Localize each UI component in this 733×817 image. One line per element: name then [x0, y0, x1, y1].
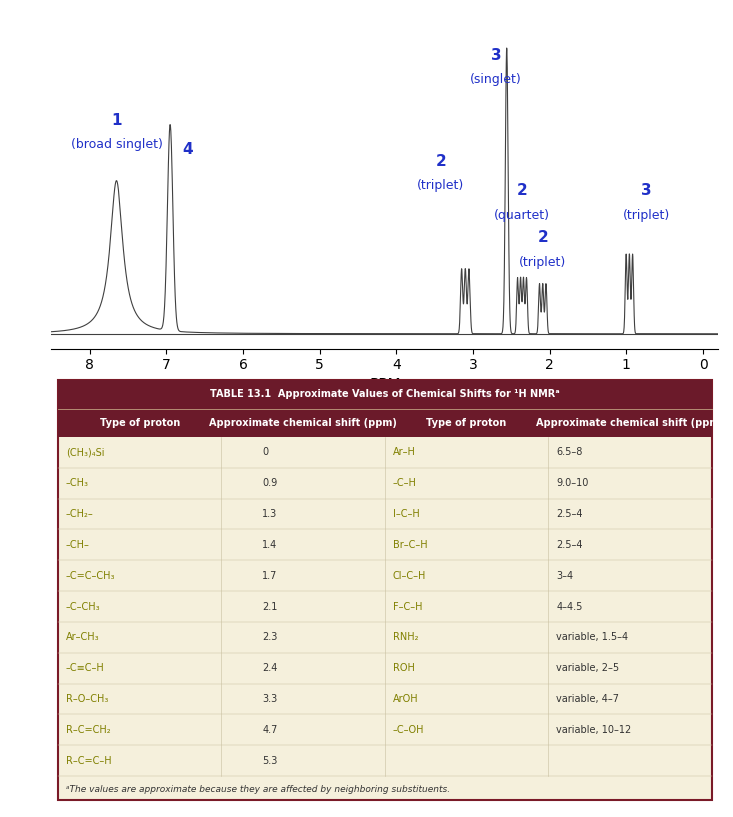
Text: 3.3: 3.3 — [262, 694, 278, 704]
Text: –C–H: –C–H — [393, 478, 416, 489]
Text: ROH: ROH — [393, 663, 415, 673]
Text: Ar–H: Ar–H — [393, 448, 416, 458]
X-axis label: PPM: PPM — [369, 377, 401, 393]
Text: TABLE 13.1  Approximate Values of Chemical Shifts for ¹H NMRᵃ: TABLE 13.1 Approximate Values of Chemica… — [210, 390, 559, 400]
Text: variable, 1.5–4: variable, 1.5–4 — [556, 632, 628, 642]
Text: RNH₂: RNH₂ — [393, 632, 419, 642]
Text: F–C–H: F–C–H — [393, 601, 422, 611]
Text: (triplet): (triplet) — [519, 256, 567, 269]
FancyBboxPatch shape — [58, 380, 712, 800]
Text: 2: 2 — [435, 154, 446, 169]
Text: (broad singlet): (broad singlet) — [70, 138, 163, 151]
Text: (quartet): (quartet) — [494, 209, 550, 222]
Text: 2: 2 — [537, 230, 548, 245]
Text: R–C=C–H: R–C=C–H — [66, 756, 111, 766]
Text: –C≡C–H: –C≡C–H — [66, 663, 105, 673]
Text: $\mathbf{C_{12}H_{17}NO}$: $\mathbf{C_{12}H_{17}NO}$ — [51, 0, 147, 2]
Text: –CH₃: –CH₃ — [66, 478, 89, 489]
Text: (triplet): (triplet) — [417, 180, 465, 193]
Text: R–C=CH₂: R–C=CH₂ — [66, 725, 111, 734]
FancyBboxPatch shape — [58, 380, 712, 437]
Text: Cl–C–H: Cl–C–H — [393, 571, 426, 581]
Text: 4–4.5: 4–4.5 — [556, 601, 583, 611]
Text: Br–C–H: Br–C–H — [393, 540, 427, 550]
Text: 2.1: 2.1 — [262, 601, 278, 611]
Text: 1.7: 1.7 — [262, 571, 278, 581]
Text: –C–CH₃: –C–CH₃ — [66, 601, 100, 611]
Text: –CH₂–: –CH₂– — [66, 509, 94, 519]
Text: variable, 10–12: variable, 10–12 — [556, 725, 632, 734]
Text: 4: 4 — [183, 142, 193, 157]
Text: 3: 3 — [490, 48, 501, 63]
Text: ᵃThe values are approximate because they are affected by neighboring substituent: ᵃThe values are approximate because they… — [66, 785, 450, 794]
Text: Ar–CH₃: Ar–CH₃ — [66, 632, 100, 642]
Text: variable, 4–7: variable, 4–7 — [556, 694, 619, 704]
Text: 4.7: 4.7 — [262, 725, 278, 734]
Text: Approximate chemical shift (ppm): Approximate chemical shift (ppm) — [209, 417, 397, 428]
Text: 1: 1 — [111, 113, 122, 127]
Text: 0.9: 0.9 — [262, 478, 278, 489]
Text: –C–OH: –C–OH — [393, 725, 424, 734]
Text: variable, 2–5: variable, 2–5 — [556, 663, 619, 673]
Text: 3–4: 3–4 — [556, 571, 573, 581]
Text: Type of proton: Type of proton — [100, 417, 180, 428]
Text: (singlet): (singlet) — [470, 74, 522, 87]
Text: 1.3: 1.3 — [262, 509, 278, 519]
Text: 0: 0 — [262, 448, 268, 458]
Text: 2.3: 2.3 — [262, 632, 278, 642]
Text: 3: 3 — [641, 183, 652, 199]
Text: 2.5–4: 2.5–4 — [556, 509, 583, 519]
Text: 2.5–4: 2.5–4 — [556, 540, 583, 550]
Text: Type of proton: Type of proton — [427, 417, 507, 428]
Text: 2.4: 2.4 — [262, 663, 278, 673]
Text: –CH–: –CH– — [66, 540, 90, 550]
Text: ArOH: ArOH — [393, 694, 419, 704]
Text: 6.5–8: 6.5–8 — [556, 448, 583, 458]
Text: –C=C–CH₃: –C=C–CH₃ — [66, 571, 116, 581]
Text: 9.0–10: 9.0–10 — [556, 478, 589, 489]
Text: (triplet): (triplet) — [622, 209, 670, 222]
Text: R–O–CH₃: R–O–CH₃ — [66, 694, 108, 704]
Text: 2: 2 — [517, 183, 528, 199]
Text: (CH₃)₄Si: (CH₃)₄Si — [66, 448, 105, 458]
Text: 1.4: 1.4 — [262, 540, 278, 550]
Text: 5.3: 5.3 — [262, 756, 278, 766]
Text: Approximate chemical shift (ppm): Approximate chemical shift (ppm) — [536, 417, 724, 428]
Text: I–C–H: I–C–H — [393, 509, 419, 519]
